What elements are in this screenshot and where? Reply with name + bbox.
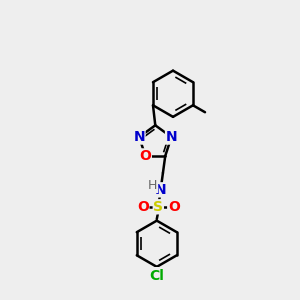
Text: O: O <box>168 200 180 214</box>
Text: N: N <box>155 183 167 197</box>
Text: S: S <box>153 200 163 214</box>
Text: O: O <box>137 200 149 214</box>
Text: N: N <box>166 130 177 144</box>
Text: Cl: Cl <box>149 269 164 283</box>
Text: H: H <box>148 179 158 193</box>
Text: O: O <box>140 149 151 163</box>
Text: N: N <box>134 130 145 144</box>
